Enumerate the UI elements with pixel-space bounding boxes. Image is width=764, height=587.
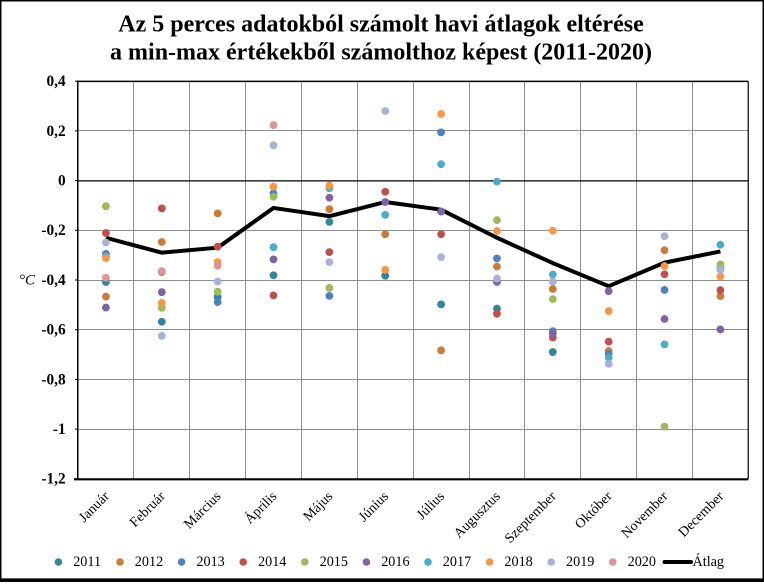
svg-text:-0,8: -0,8 — [41, 371, 66, 388]
svg-text:2019: 2019 — [566, 554, 594, 570]
svg-text:2011: 2011 — [73, 554, 101, 570]
svg-text:Átlag: Átlag — [693, 553, 725, 570]
svg-text:0,4: 0,4 — [46, 73, 65, 90]
svg-text:2013: 2013 — [196, 554, 224, 570]
svg-text:-0,4: -0,4 — [41, 272, 66, 289]
svg-text:-0,6: -0,6 — [41, 322, 66, 339]
svg-text:0,2: 0,2 — [46, 123, 65, 140]
svg-text:-1,2: -1,2 — [41, 471, 65, 488]
svg-text:2016: 2016 — [381, 554, 409, 570]
svg-text:2018: 2018 — [504, 554, 532, 570]
svg-text:°C: °C — [19, 273, 36, 289]
svg-text:-1: -1 — [53, 421, 66, 438]
svg-text:-0,2: -0,2 — [41, 222, 65, 239]
svg-text:2015: 2015 — [320, 554, 348, 570]
svg-text:2014: 2014 — [258, 554, 286, 570]
svg-text:Az 5 perces adatokból számolt: Az 5 perces adatokból számolt havi átlag… — [118, 12, 644, 38]
svg-text:0: 0 — [58, 173, 66, 190]
svg-text:a min-max értékekből számoltho: a min-max értékekből számolthoz képest (… — [110, 39, 652, 65]
svg-text:2020: 2020 — [628, 554, 656, 570]
svg-text:2017: 2017 — [443, 554, 471, 570]
svg-text:2012: 2012 — [135, 554, 163, 570]
